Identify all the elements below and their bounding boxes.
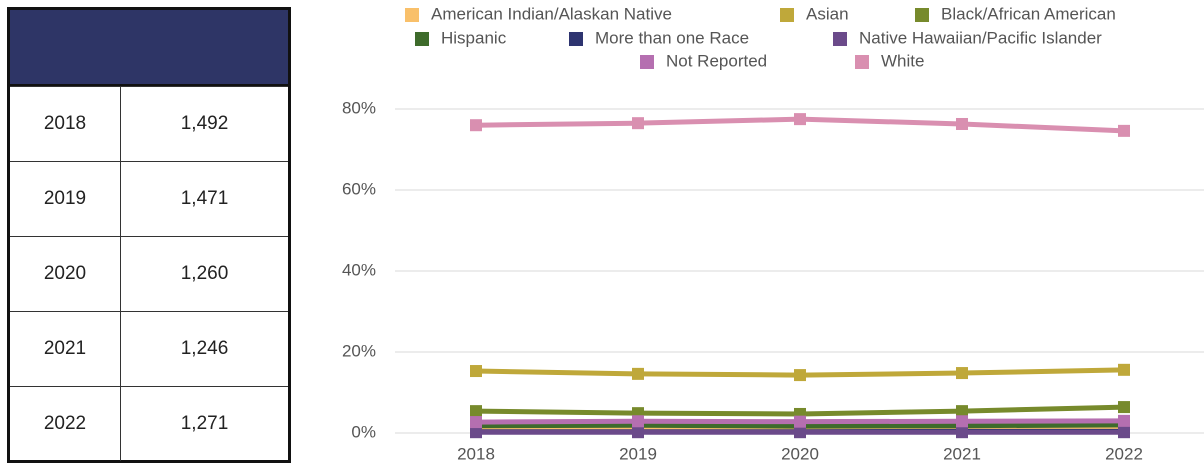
x-tick-label: 2019 (619, 444, 657, 463)
series-marker (1118, 401, 1130, 414)
series-marker (794, 415, 806, 428)
table-row: 2021 1,246 (10, 311, 288, 386)
series-marker (956, 367, 968, 380)
x-tick-label: 2018 (457, 444, 495, 463)
legend-swatch (569, 32, 583, 46)
table-cell: 1,471 (180, 188, 229, 209)
series-marker (956, 415, 968, 428)
series-marker (794, 113, 806, 126)
table-cell: 2021 (10, 312, 121, 386)
series-marker (1118, 426, 1130, 439)
series-marker (632, 415, 644, 428)
series-marker (956, 405, 968, 418)
x-tick-label: 2022 (1105, 444, 1143, 463)
table-row: 2022 1,271 (10, 386, 288, 461)
legend-label: Black/African American (941, 4, 1116, 23)
series-marker (470, 426, 482, 439)
table-cell: 2022 (10, 387, 121, 461)
series-marker (1118, 414, 1130, 427)
y-tick-label: 80% (342, 98, 376, 117)
legend-label: White (881, 51, 924, 70)
series-marker (470, 405, 482, 418)
series-marker (794, 426, 806, 439)
legend-swatch (833, 32, 847, 46)
table: 2018 1,492 2019 1,471 2020 1,260 2021 1,246 2022… (7, 7, 291, 463)
y-tick-label: 20% (342, 341, 376, 360)
series-marker (956, 117, 968, 130)
series-marker (956, 426, 968, 439)
legend-label: American Indian/Alaskan Native (431, 4, 672, 23)
y-tick-label: 0% (351, 422, 376, 441)
legend-label: Not Reported (666, 51, 767, 70)
series-marker (632, 367, 644, 380)
legend-swatch (405, 8, 419, 22)
table-row: 2019 1,471 (10, 161, 288, 236)
legend-swatch (855, 55, 869, 69)
x-tick-label: 2020 (781, 444, 819, 463)
table-cell: 1,246 (180, 338, 229, 359)
series-marker (632, 426, 644, 439)
legend-swatch (640, 55, 654, 69)
legend-label: Native Hawaiian/Pacific Islander (859, 28, 1102, 47)
series-marker (794, 369, 806, 382)
legend-label: Hispanic (441, 28, 507, 47)
series-marker (1118, 124, 1130, 137)
y-tick-label: 60% (342, 179, 376, 198)
table-cell: 2019 (10, 162, 121, 236)
legend-label: More than one Race (595, 28, 749, 47)
table-cell: 1,260 (180, 263, 229, 284)
series-marker (470, 119, 482, 132)
table-cell: 2018 (10, 87, 121, 161)
legend-swatch (915, 8, 929, 22)
table-cell: 1,271 (180, 413, 229, 434)
y-tick-label: 40% (342, 260, 376, 279)
table-cell: 2020 (10, 237, 121, 311)
x-tick-label: 2021 (943, 444, 981, 463)
table-row: 2020 1,260 (10, 236, 288, 311)
table-row: 2018 1,492 (10, 86, 288, 161)
legend-swatch (415, 32, 429, 46)
legend-swatch (780, 8, 794, 22)
table-cell: 1,492 (180, 113, 229, 134)
series-marker (470, 416, 482, 429)
table-header (10, 10, 288, 86)
series-marker (470, 365, 482, 378)
legend-label: Asian (806, 4, 849, 23)
series-marker (1118, 363, 1130, 376)
series-marker (632, 117, 644, 130)
